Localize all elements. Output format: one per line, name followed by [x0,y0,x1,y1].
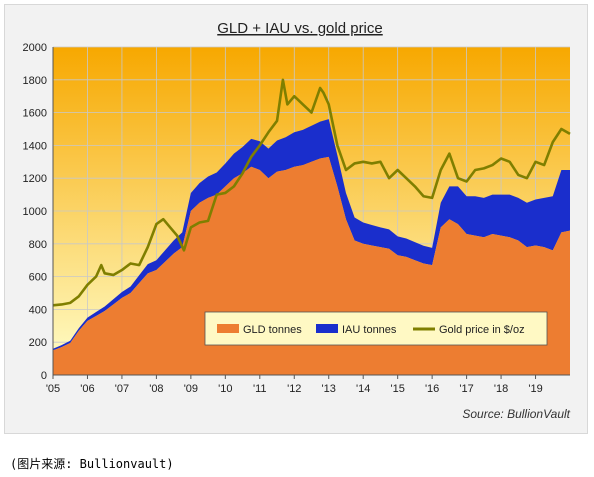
x-tick-label: '17 [459,383,473,395]
legend-swatch [316,324,338,333]
x-tick-label: '05 [46,383,60,395]
price-line [52,78,571,307]
y-tick-label: 200 [29,337,47,349]
image-caption: (图片来源: Bullionvault) [10,457,174,471]
y-tick-label: 800 [29,239,47,251]
x-tick-label: '14 [356,383,370,395]
x-tick-label: '06 [80,383,94,395]
x-tick-label: '16 [425,383,439,395]
x-tick-label: '13 [322,383,336,395]
legend: GLD tonnes IAU tonnes Gold price in $/oz [204,311,548,346]
chart: 0 200 400 600 800 1000 1200 1400 1600 1800 2000 '05… [23,20,571,421]
y-tick-label: 1200 [23,173,47,185]
x-tick-label: '18 [494,383,508,395]
legend-box [204,311,548,346]
legend-swatch [217,324,239,333]
y-tick-label: 2000 [23,42,47,54]
y-tick-label: 1600 [23,108,47,120]
y-tick-label: 600 [29,272,47,284]
x-tick-label: '15 [390,383,404,395]
x-tick-label: '10 [218,383,232,395]
chart-source: Source: BullionVault [462,407,570,421]
axes: 0 200 400 600 800 1000 1200 1400 1600 1800 2000 '05… [23,42,570,395]
y-tick-label: 1800 [23,75,47,87]
legend-label: GLD tonnes [243,324,302,336]
y-tick-label: 1400 [23,140,47,152]
legend-label: IAU tonnes [342,324,397,336]
y-tick-label: 1000 [23,206,47,218]
y-tick-label: 400 [29,304,47,316]
x-tick-label: '11 [253,383,267,395]
x-tick-label: '07 [115,383,129,395]
x-tick-label: '19 [528,383,542,395]
gold-price-line [52,78,571,307]
x-tick-label: '08 [149,383,163,395]
x-tick-label: '09 [184,383,198,395]
legend-label: Gold price in $/oz [439,324,525,336]
y-tick-label: 0 [41,370,47,382]
chart-title: GLD + IAU vs. gold price [217,20,382,37]
x-tick-label: '12 [287,383,301,395]
